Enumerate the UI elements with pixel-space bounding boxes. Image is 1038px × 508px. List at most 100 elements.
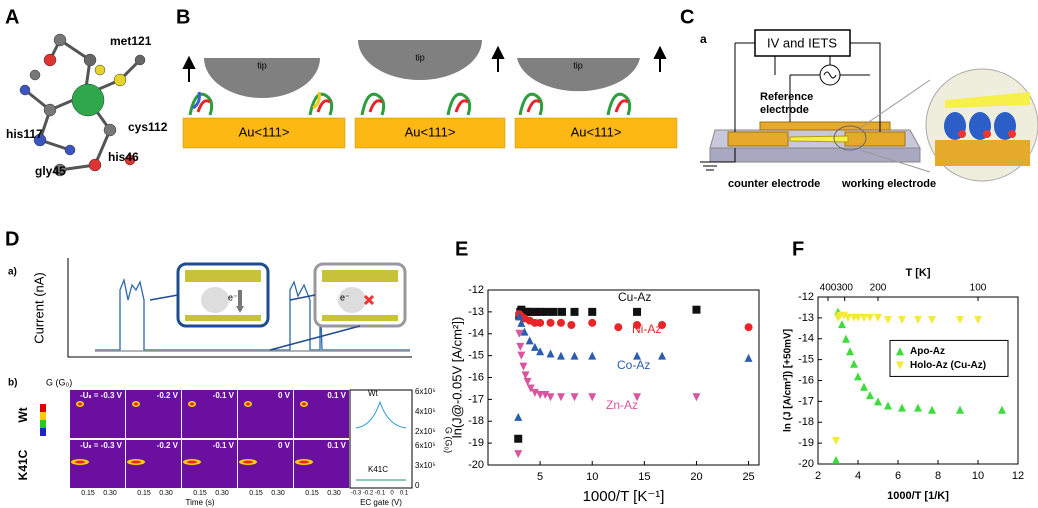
marker bbox=[530, 342, 539, 351]
series-label: Ni-Az bbox=[632, 322, 661, 336]
marker bbox=[956, 315, 964, 324]
substrate-label: Au<111> bbox=[405, 124, 456, 139]
marker bbox=[832, 455, 840, 464]
marker bbox=[520, 327, 529, 336]
voltage-label: -0.2 V bbox=[157, 441, 179, 450]
heatmap-streak bbox=[299, 460, 309, 464]
tick-label: 2x10⁵ bbox=[415, 427, 436, 436]
marker bbox=[588, 318, 597, 327]
marker bbox=[556, 351, 565, 360]
voltage-label: 0.1 V bbox=[327, 441, 346, 450]
marker bbox=[854, 372, 862, 381]
marker bbox=[536, 318, 545, 327]
marker bbox=[692, 393, 701, 402]
sub-label: b) bbox=[8, 378, 17, 389]
x-axis-label: 1000/T [K⁻¹] bbox=[583, 488, 665, 505]
marker bbox=[658, 351, 667, 360]
x-tick-label: 2 bbox=[815, 470, 821, 482]
marker bbox=[515, 312, 524, 321]
x-tick-label: 5 bbox=[537, 471, 543, 483]
marker bbox=[874, 397, 882, 406]
marker bbox=[914, 315, 922, 324]
y-tick-label: -20 bbox=[798, 458, 814, 470]
x2-tick-label: 200 bbox=[870, 283, 887, 294]
axis-label: EC gate (V) bbox=[360, 498, 402, 507]
tick-label: 0.30 bbox=[271, 490, 285, 497]
marker bbox=[536, 391, 545, 399]
marker bbox=[844, 313, 852, 322]
tick-label: -0.2 bbox=[363, 491, 374, 497]
marker bbox=[840, 311, 848, 320]
tick-label: 0.15 bbox=[137, 490, 151, 497]
heatmap-streak bbox=[131, 460, 141, 464]
electron: e⁻ bbox=[340, 292, 350, 302]
x-tick-label: 12 bbox=[1012, 470, 1024, 482]
tick-label: 4x10⁵ bbox=[415, 407, 436, 416]
x2-tick-label: 300 bbox=[836, 283, 853, 294]
marker bbox=[523, 307, 532, 316]
y-tick-label: -18 bbox=[468, 415, 484, 427]
panel-letter: E bbox=[455, 238, 468, 260]
marker bbox=[846, 347, 854, 356]
heatmap-cell bbox=[182, 390, 237, 438]
marker bbox=[514, 434, 523, 443]
axis-label: Time (s) bbox=[185, 498, 214, 507]
legend-label: K41C bbox=[368, 465, 388, 474]
marker bbox=[567, 321, 576, 329]
marker bbox=[530, 388, 539, 397]
marker bbox=[556, 318, 565, 327]
marker bbox=[658, 321, 667, 329]
x-tick-label: 6 bbox=[895, 470, 901, 482]
row-label: Wt bbox=[16, 407, 30, 422]
marker bbox=[838, 320, 846, 329]
substrate-label: Au<111> bbox=[571, 124, 622, 139]
heatmaps: -Uₛ = -0.3 V -0.2 V -0.1 V 0 V 0.1 V -Uₛ = -0… bbox=[70, 390, 409, 497]
marker bbox=[515, 329, 524, 338]
marker bbox=[850, 359, 858, 368]
legend-box bbox=[889, 339, 1009, 377]
y-tick-label: -15 bbox=[798, 354, 814, 366]
marker bbox=[832, 437, 840, 446]
marker bbox=[914, 403, 922, 412]
y-tick-label: -13 bbox=[798, 312, 814, 324]
marker bbox=[866, 391, 874, 400]
x-tick-label: 25 bbox=[742, 471, 754, 483]
y-axis-label: ln (J [A/cm²]) [+50mV] bbox=[783, 329, 794, 432]
x-tick-label: 4 bbox=[855, 470, 861, 482]
heatmap-cell bbox=[126, 390, 181, 438]
marker bbox=[898, 315, 906, 324]
residue-label: met121 bbox=[110, 34, 152, 48]
substrates bbox=[182, 117, 678, 149]
series-label: Co-Az bbox=[617, 358, 650, 372]
voltage-label: 0.1 V bbox=[327, 391, 346, 400]
arrows bbox=[182, 45, 667, 82]
marker bbox=[542, 307, 551, 316]
axis-label: G (G₀) bbox=[46, 377, 72, 387]
tick-label: 0.1 bbox=[400, 491, 409, 497]
y-tick-label: -14 bbox=[468, 328, 484, 340]
heatmap-streak bbox=[75, 460, 85, 464]
marker bbox=[896, 361, 904, 370]
tick-label: 6x10⁵ bbox=[415, 441, 436, 450]
marker bbox=[570, 307, 579, 316]
residue-label: cys112 bbox=[128, 120, 168, 134]
tick-label: -0.1 bbox=[375, 491, 386, 497]
y-tick-label: -18 bbox=[798, 416, 814, 428]
marker bbox=[956, 405, 964, 414]
tick-label: 0 bbox=[415, 481, 420, 490]
y-tick-label: -19 bbox=[468, 437, 484, 449]
heatmap-streak bbox=[134, 402, 138, 406]
legend-label: Holo-Az (Cu-Az) bbox=[910, 360, 986, 371]
device bbox=[700, 29, 1038, 182]
panel-letter: D bbox=[5, 228, 19, 250]
reference-label: Reference bbox=[760, 91, 813, 103]
heatmap-streak bbox=[246, 402, 250, 406]
marker bbox=[633, 351, 642, 360]
tick-label: 0.30 bbox=[159, 490, 173, 497]
marker bbox=[519, 362, 528, 371]
electron: e⁻ bbox=[228, 292, 238, 302]
marker bbox=[614, 323, 623, 332]
y-tick-label: -20 bbox=[468, 459, 484, 471]
marker bbox=[525, 336, 534, 345]
y-tick-label: -15 bbox=[468, 350, 484, 362]
